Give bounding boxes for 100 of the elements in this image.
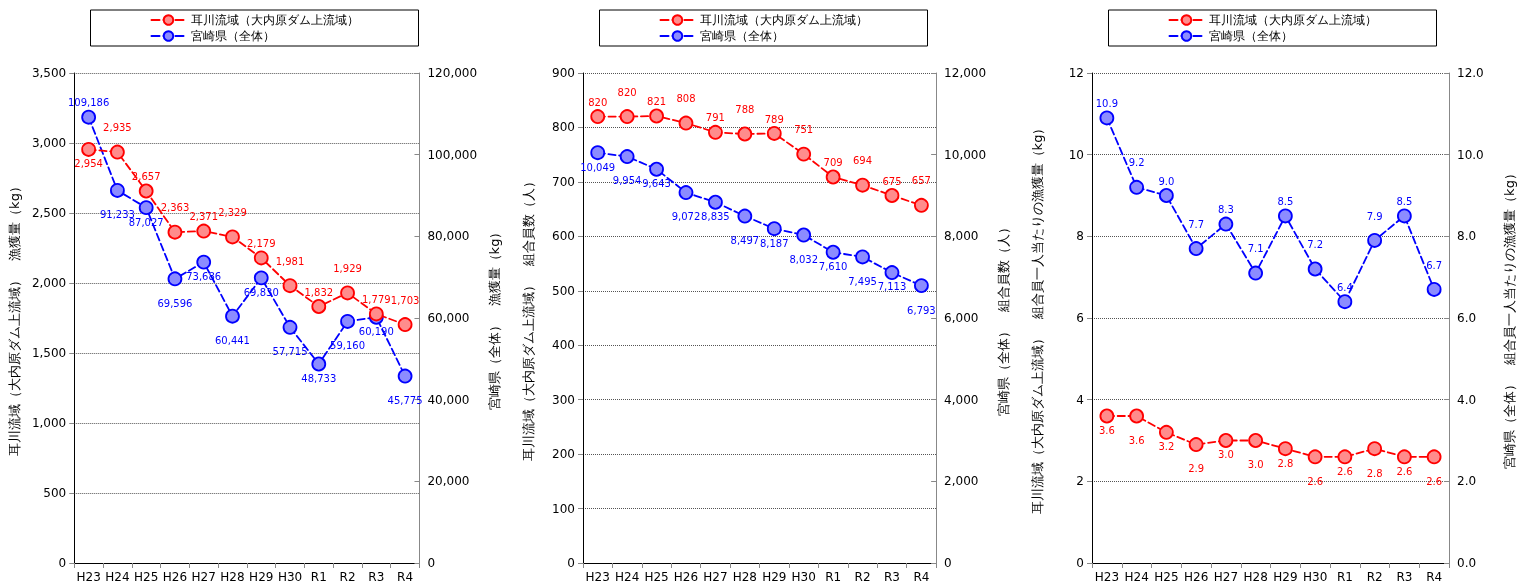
- data-label: 789: [764, 113, 784, 125]
- x-tick-label: R2: [339, 570, 356, 584]
- x-tick-label: H23: [76, 570, 101, 584]
- point: [825, 169, 841, 185]
- y2-tick-label: 100,000: [427, 147, 478, 162]
- point: [619, 149, 635, 164]
- point: [81, 109, 97, 125]
- y2-tick-label: 4.0: [1457, 392, 1477, 407]
- data-label: 10.9: [1095, 98, 1119, 110]
- y-tick-label: 2,500: [31, 206, 67, 220]
- data-label: 45,775: [387, 394, 423, 406]
- point: [619, 109, 635, 124]
- point: [590, 145, 606, 161]
- x-tick-label: H24: [1124, 570, 1149, 584]
- point: [1367, 441, 1383, 457]
- data-label: 2.6: [1307, 475, 1324, 487]
- y2-tick-label: 4,000: [944, 392, 979, 407]
- point: [1277, 441, 1293, 457]
- point: [708, 124, 723, 140]
- y-tick-label: 0: [1076, 556, 1084, 570]
- data-label: 7.9: [1366, 210, 1383, 222]
- data-label: 3.6: [1128, 434, 1145, 446]
- data-label: 7,610: [818, 261, 848, 273]
- y2-tick-label: 60,000: [427, 311, 470, 325]
- data-label: 2,371: [189, 211, 219, 223]
- point: [397, 368, 413, 384]
- legend-label: 耳川流域（大内原ダム上流域）: [1208, 13, 1377, 27]
- data-label: 709: [823, 157, 843, 169]
- point: [708, 194, 723, 210]
- point: [1277, 208, 1293, 224]
- point: [1396, 208, 1412, 224]
- x-tick-label: H28: [732, 570, 757, 584]
- x-tick-label: R3: [368, 570, 385, 584]
- point: [1337, 449, 1353, 465]
- data-label: 57,715: [272, 346, 308, 358]
- data-label: 2.6: [1426, 475, 1443, 487]
- point: [884, 265, 900, 280]
- data-label: 9.2: [1128, 157, 1145, 169]
- legend-label: 宮崎県（全体）: [190, 29, 275, 43]
- y-tick-label: 1,000: [31, 416, 67, 430]
- x-tick-label: H25: [644, 570, 669, 584]
- x-tick-label: H28: [1243, 570, 1268, 584]
- x-tick-label: H30: [791, 570, 816, 584]
- y-tick-label: 600: [552, 229, 575, 244]
- x-tick-label: H30: [277, 570, 303, 584]
- data-label: 2.6: [1336, 465, 1353, 477]
- point: [1099, 408, 1115, 424]
- y-tick-label: 500: [552, 283, 575, 298]
- y-tick-label: 1,500: [31, 346, 67, 360]
- point: [678, 115, 694, 131]
- point: [1158, 188, 1174, 203]
- point: [397, 317, 413, 332]
- point: [110, 183, 125, 198]
- data-label: 2.9: [1188, 463, 1205, 475]
- x-tick-label: H27: [1213, 570, 1239, 584]
- data-label: 791: [705, 112, 725, 124]
- point: [766, 126, 782, 141]
- y-tick-label: 2: [1076, 474, 1084, 489]
- point: [796, 227, 812, 243]
- y2-tick-label: 0: [427, 556, 436, 570]
- point: [855, 177, 870, 193]
- x-tick-label: R2: [854, 570, 871, 584]
- y-tick-label: 900: [552, 66, 575, 80]
- y-tick-label: 500: [43, 486, 67, 500]
- point: [1188, 437, 1204, 452]
- y2-tick-label: 12.0: [1457, 66, 1484, 80]
- y2-tick-label: 10.0: [1457, 147, 1484, 162]
- point: [1426, 282, 1442, 297]
- data-label: 2,179: [246, 238, 276, 250]
- y2-tick-label: 6.0: [1457, 311, 1477, 325]
- y2-tick-label: 120,000: [427, 66, 478, 80]
- point: [855, 249, 870, 265]
- y2-tick-label: 6,000: [944, 311, 979, 325]
- legend-label: 宮崎県（全体）: [1208, 29, 1293, 43]
- y2-tick-label: 80,000: [427, 229, 470, 244]
- data-label: 808: [676, 93, 696, 105]
- point: [914, 197, 929, 213]
- data-label: 8,835: [701, 211, 730, 223]
- legend-label: 耳川流域（大内原ダム上流域）: [190, 13, 359, 27]
- y-tick-label: 2,000: [31, 276, 67, 290]
- x-tick-label: R1: [1336, 570, 1353, 584]
- data-label: 3.2: [1158, 441, 1175, 453]
- x-tick-label: H29: [1273, 570, 1298, 584]
- x-tick-label: H26: [673, 570, 699, 584]
- point: [1218, 433, 1234, 448]
- data-label: 1,703: [390, 294, 420, 306]
- data-label: 3.0: [1247, 459, 1264, 471]
- y2-tick-label: 8,000: [944, 229, 979, 244]
- x-tick-label: H23: [1094, 570, 1120, 584]
- data-label: 9.0: [1158, 175, 1175, 187]
- point: [110, 144, 125, 160]
- y-tick-label: 200: [552, 447, 575, 462]
- data-label: 7.1: [1247, 243, 1264, 255]
- data-label: 2.8: [1277, 457, 1294, 469]
- x-tick-label: H25: [1154, 570, 1179, 584]
- point: [1367, 233, 1383, 248]
- point: [1158, 424, 1174, 440]
- y2-tick-label: 2.0: [1457, 474, 1477, 489]
- data-label: 9,072: [671, 211, 701, 223]
- x-tick-label: H29: [762, 570, 787, 584]
